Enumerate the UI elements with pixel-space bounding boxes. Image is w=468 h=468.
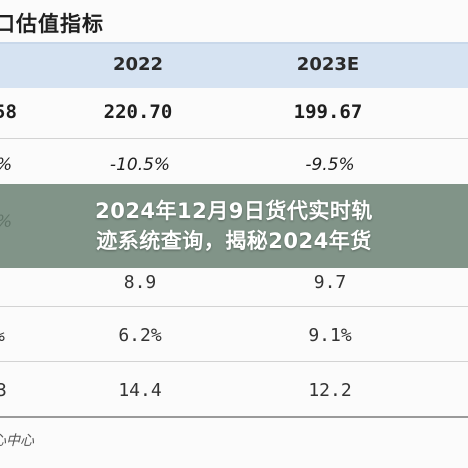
cell-2023e: -9.5% xyxy=(305,155,355,175)
cell-2022: 6.2% xyxy=(118,325,162,346)
row-divider xyxy=(0,138,468,139)
cell-2023e: 9.1% xyxy=(308,325,352,346)
article-title-line-2: 迹系统查询，揭秘2024年货 xyxy=(96,229,372,253)
row-label-partial: % xyxy=(0,155,12,175)
column-header-2023e: 2023E xyxy=(296,54,360,75)
row-divider xyxy=(0,361,468,362)
row-label-partial: % xyxy=(0,325,5,346)
cell-2023e: 9.7 xyxy=(313,272,347,293)
article-title-banner xyxy=(0,184,468,268)
cell-2022: 220.70 xyxy=(103,101,173,123)
cell-2022: 14.4 xyxy=(118,380,162,401)
source-note: 心中心 xyxy=(0,433,34,449)
cell-2023e: 12.2 xyxy=(308,380,352,401)
row-label-partial: 58 xyxy=(0,101,17,123)
article-title-text: 2024年12月9日货代实时轨 迹系统查询，揭秘2024年货 xyxy=(0,196,468,256)
article-title-line-1: 2024年12月9日货代实时轨 xyxy=(95,199,373,223)
row-label-partial: 3 xyxy=(0,380,7,401)
cell-2023e: 199.67 xyxy=(293,101,363,123)
cell-2022: -10.5% xyxy=(109,155,171,175)
table-header-band xyxy=(0,42,468,88)
table-bottom-rule xyxy=(0,416,468,418)
column-header-2022: 2022 xyxy=(112,54,164,75)
row-divider xyxy=(0,306,468,307)
table-title: 口估值指标 xyxy=(0,12,104,36)
cell-2022: 8.9 xyxy=(123,272,157,293)
